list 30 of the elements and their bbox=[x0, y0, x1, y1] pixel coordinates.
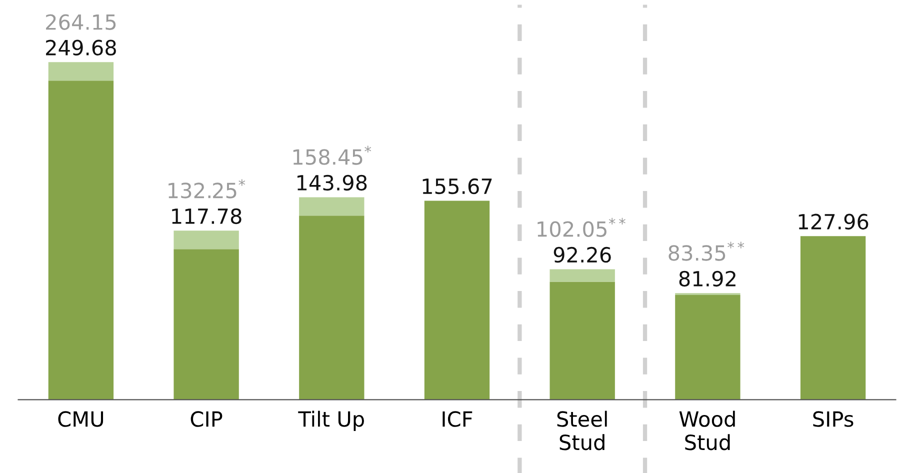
x-tick-label: SIPs bbox=[813, 411, 854, 427]
bar bbox=[299, 197, 364, 216]
x-tick-label: ICF bbox=[442, 411, 472, 427]
bar bbox=[174, 230, 239, 250]
data-label: 155.67 bbox=[422, 178, 492, 194]
data-label: 249.68 bbox=[46, 40, 116, 56]
x-tick-label: CMU bbox=[58, 411, 104, 427]
bar bbox=[48, 80, 114, 400]
bar bbox=[174, 249, 239, 400]
bar bbox=[48, 62, 114, 81]
x-tick-label: Wood Stud bbox=[679, 410, 735, 450]
x-tick-label: CIP bbox=[190, 411, 222, 427]
bar bbox=[424, 200, 490, 400]
total-label: 83.35$^{**}$ bbox=[668, 242, 744, 261]
data-label: 92.26 bbox=[554, 246, 611, 263]
x-tick-label: Tilt Up bbox=[298, 410, 364, 431]
bar bbox=[550, 282, 615, 400]
total-label: 158.45$^{*}$ bbox=[293, 146, 372, 165]
data-label: 117.78 bbox=[172, 208, 242, 224]
bar bbox=[550, 269, 615, 282]
bar bbox=[675, 294, 740, 400]
data-label: 81.92 bbox=[679, 270, 736, 287]
x-tick-label: Steel Stud bbox=[557, 410, 607, 450]
total-label: 132.25$^{*}$ bbox=[168, 179, 246, 198]
bar bbox=[299, 216, 364, 400]
total-label: 102.05$^{**}$ bbox=[538, 218, 626, 237]
data-label: 127.96 bbox=[798, 214, 868, 230]
bar bbox=[800, 236, 866, 400]
total-label: 264.15 bbox=[46, 14, 116, 30]
data-label: 143.98 bbox=[297, 174, 367, 191]
